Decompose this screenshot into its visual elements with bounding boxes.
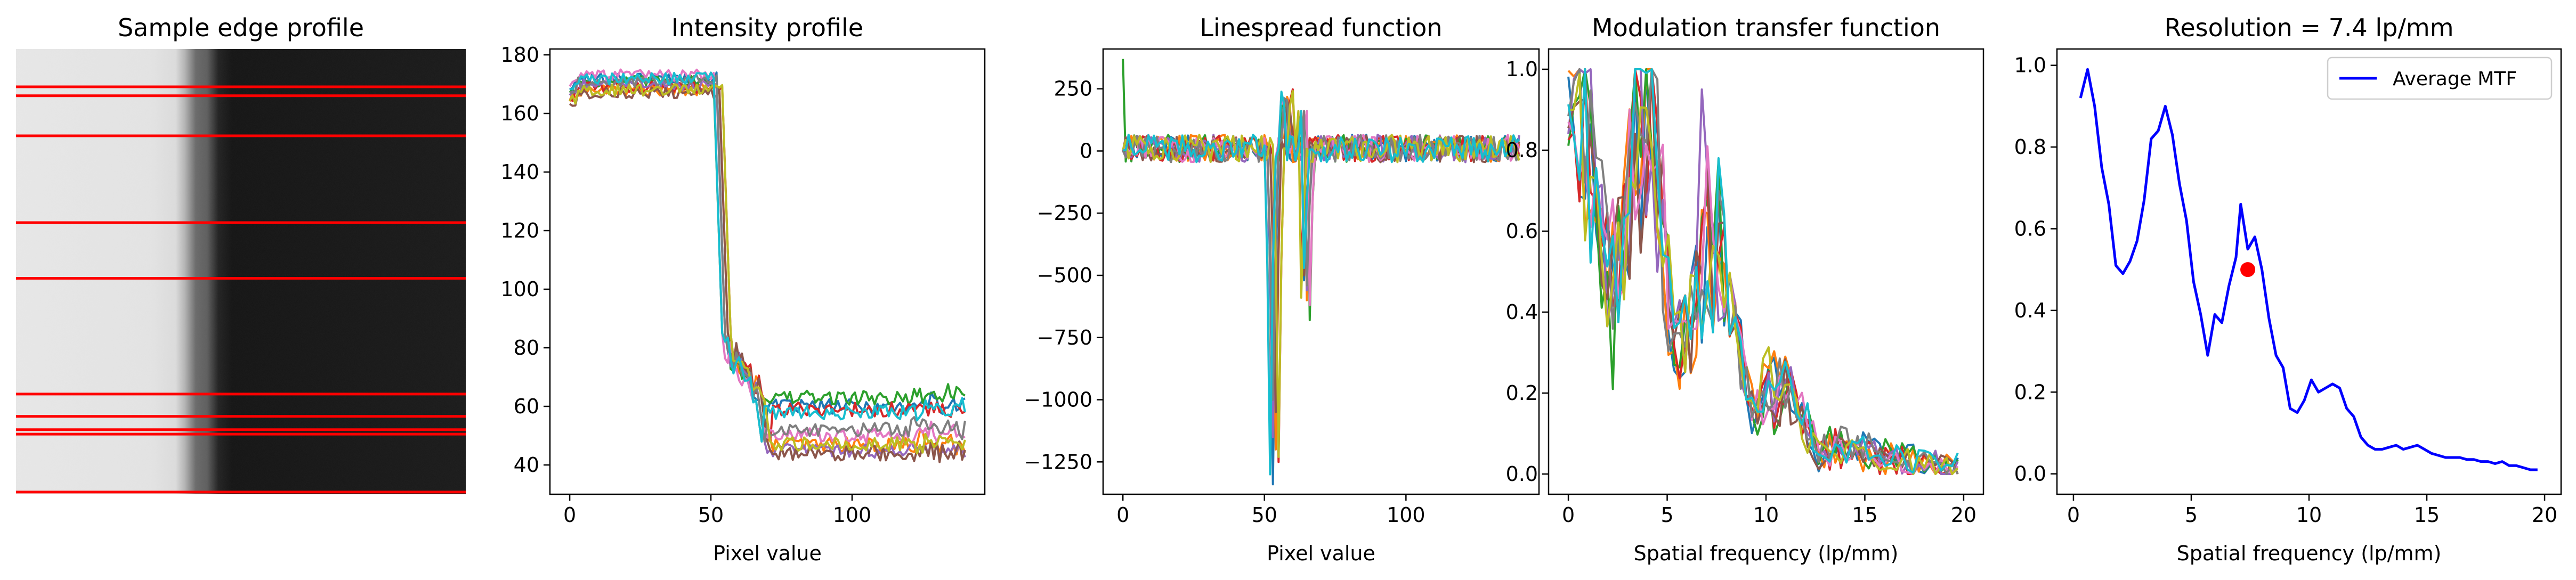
intensity-series-line — [569, 71, 966, 443]
x-tick-label: 0 — [1116, 503, 1129, 527]
panel-title: Sample edge profile — [118, 13, 364, 42]
intensity-series-line — [569, 68, 966, 445]
mtf-panel: 0 5 10 15 20 0.0 0.2 0.4 0.6 0.8 1.0 Modulation tra… — [1506, 13, 1984, 565]
x-tick-label: 20 — [2532, 503, 2557, 527]
legend: Average MTF — [2327, 56, 2553, 100]
y-tick-label: 120 — [500, 219, 539, 242]
axes-frame — [1548, 48, 1984, 495]
x-tick-label: 10 — [2296, 503, 2322, 527]
y-tick-label: 140 — [500, 160, 539, 184]
linespread-series-line — [1122, 91, 1520, 476]
mtf-series-line — [1568, 73, 1959, 475]
legend-label: Average MTF — [2393, 68, 2517, 90]
mtf-series-line — [1567, 68, 1959, 474]
panel-title: Linespread function — [1200, 13, 1442, 42]
x-tick-label: 100 — [1387, 503, 1425, 527]
y-tick-label: 0.4 — [2014, 299, 2046, 322]
y-tick-label: 160 — [500, 102, 539, 125]
y-tick-label: 0.0 — [2014, 462, 2046, 486]
linespread-series-line — [1122, 93, 1520, 446]
y-tick-label: 1.0 — [1506, 58, 1538, 81]
y-tick-label: 0.2 — [2014, 380, 2046, 404]
x-axis-label: Spatial frequency (lp/mm) — [1634, 542, 1899, 565]
x-tick-label: 0 — [1562, 503, 1575, 527]
axes-frame — [2056, 48, 2562, 495]
intensity-series-line — [569, 80, 966, 443]
y-tick-label: 0.8 — [1506, 138, 1538, 162]
x-axis-label: Spatial frequency (lp/mm) — [2177, 542, 2442, 565]
axes-frame — [1102, 48, 1540, 495]
legend-box — [2327, 56, 2553, 100]
y-tick-label: 40 — [514, 453, 539, 477]
x-tick-label: 0 — [563, 503, 576, 527]
x-tick-label: 20 — [1951, 503, 1976, 527]
y-tick-label: 0.2 — [1506, 381, 1538, 405]
y-tick-label: −1250 — [1024, 450, 1092, 473]
panel-title: Intensity profile — [671, 13, 863, 42]
linespread-panel: 0 50 100 250 0 −250 −500 −750 −1000 −1250 Linespre… — [1024, 13, 1540, 565]
linespread-series-line — [1122, 59, 1520, 426]
intensity-series-line — [569, 71, 966, 443]
intensity-series-line — [569, 75, 966, 443]
y-tick-label: 60 — [514, 395, 539, 418]
x-tick-label: 10 — [1753, 503, 1779, 527]
y-tick-label: 0.4 — [1506, 300, 1538, 324]
y-tick-label: −250 — [1037, 201, 1092, 225]
average-mtf-line — [2079, 68, 2538, 471]
x-tick-label: 5 — [2185, 503, 2198, 527]
intensity-series-line — [569, 83, 966, 455]
edge-image-noise — [16, 49, 466, 494]
intensity-series-line — [569, 74, 966, 443]
y-tick-label: −1000 — [1024, 388, 1092, 412]
panel-title: Modulation transfer function — [1592, 13, 1940, 42]
y-tick-label: 1.0 — [2014, 54, 2046, 77]
y-tick-label: 80 — [514, 336, 539, 360]
y-tick-label: 0.8 — [2014, 135, 2046, 159]
x-axis-label: Pixel value — [713, 542, 822, 565]
y-tick-label: −500 — [1037, 264, 1092, 287]
x-tick-label: 15 — [1852, 503, 1877, 527]
intensity-series-line — [569, 83, 966, 456]
y-tick-label: 250 — [1054, 77, 1092, 101]
x-tick-label: 5 — [1660, 503, 1673, 527]
y-tick-label: 0.6 — [2014, 217, 2046, 240]
panel-title: Resolution = 7.4 lp/mm — [2164, 13, 2453, 42]
axes-frame — [549, 48, 986, 495]
y-tick-label: 100 — [500, 277, 539, 301]
edge-image-panel: Sample edge profile — [16, 13, 466, 494]
intensity-profile-panel: 0 50 100 40 60 80 100 120 140 160 180 Intensity pro… — [500, 13, 986, 565]
y-tick-label: 0.0 — [1506, 462, 1538, 486]
y-tick-label: −750 — [1037, 326, 1092, 349]
x-tick-label: 0 — [2067, 503, 2080, 527]
x-tick-label: 100 — [833, 503, 872, 527]
x-axis-label: Pixel value — [1267, 542, 1375, 565]
x-tick-label: 50 — [1252, 503, 1277, 527]
x-tick-label: 15 — [2414, 503, 2440, 527]
y-tick-label: 180 — [500, 43, 539, 67]
average-mtf-panel: 0 5 10 15 20 0.0 0.2 0.4 0.6 0.8 1.0 Resolution = 7… — [2014, 13, 2562, 565]
resolution-marker — [2240, 262, 2256, 277]
y-tick-label: 0.6 — [1506, 219, 1538, 243]
x-tick-label: 50 — [698, 503, 724, 527]
y-tick-label: 0 — [1080, 139, 1092, 162]
